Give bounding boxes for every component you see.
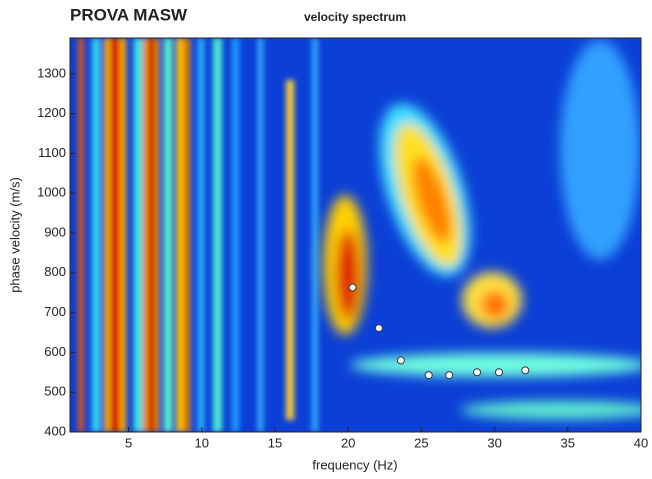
- y-tick-label: 1000: [37, 185, 66, 200]
- x-axis-label: frequency (Hz): [312, 457, 397, 472]
- y-tick-label: 1300: [37, 65, 66, 80]
- data-point: [424, 371, 433, 380]
- y-tick-label: 600: [44, 344, 66, 359]
- y-tick-label: 700: [44, 304, 66, 319]
- plot-frame: [69, 37, 642, 433]
- y-axis-label: phase velocity (m/s): [7, 177, 22, 293]
- data-point: [473, 368, 482, 377]
- x-tick-label: 5: [125, 435, 132, 450]
- y-tick-label: 500: [44, 384, 66, 399]
- chart-subtitle: velocity spectrum: [304, 10, 406, 24]
- x-tick-label: 30: [487, 435, 501, 450]
- y-tick-label: 400: [44, 423, 66, 438]
- data-point: [348, 283, 357, 292]
- chart-title: PROVA MASW: [70, 5, 188, 24]
- x-tick-label: 35: [561, 435, 575, 450]
- data-point: [396, 356, 405, 365]
- y-tick-label: 800: [44, 264, 66, 279]
- x-tick-label: 15: [268, 435, 282, 450]
- y-tick-label: 900: [44, 224, 66, 239]
- x-tick-label: 40: [634, 435, 648, 450]
- data-point: [494, 368, 503, 377]
- data-point: [445, 371, 454, 380]
- y-tick-label: 1200: [37, 105, 66, 120]
- velocity-heatmap: [70, 38, 641, 432]
- data-point: [521, 366, 530, 375]
- x-tick-label: 10: [195, 435, 209, 450]
- x-tick-label: 20: [341, 435, 355, 450]
- y-tick-label: 1100: [38, 145, 66, 160]
- data-point: [374, 324, 383, 333]
- x-tick-label: 25: [414, 435, 428, 450]
